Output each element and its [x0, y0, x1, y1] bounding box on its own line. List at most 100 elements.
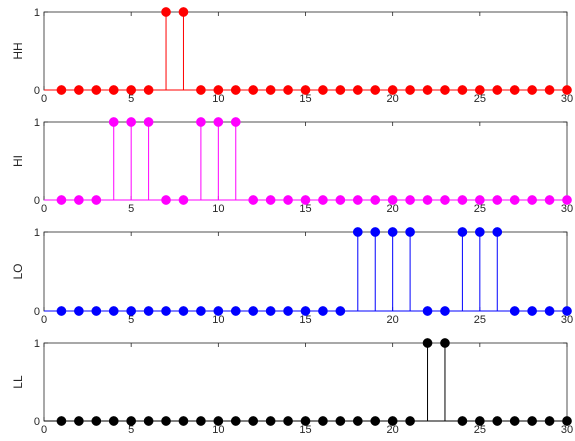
- marker-hi-2: [74, 195, 84, 205]
- marker-hh-27: [509, 85, 520, 95]
- marker-hi-15: [300, 195, 311, 205]
- marker-ll-2: [74, 416, 84, 426]
- axes-box-hi: [43, 121, 568, 201]
- marker-hi-10: [213, 117, 224, 127]
- marker-hh-7: [161, 7, 171, 17]
- marker-hi-14: [283, 195, 293, 205]
- marker-lo-9: [196, 306, 206, 316]
- subplot-ll: 0 5 10 15 20 25 30 0 1 LL: [11, 338, 573, 436]
- x-tick-label-lo-5: 25: [474, 314, 486, 326]
- x-tick-label-ll-5: 25: [474, 424, 486, 436]
- marker-hh-13: [265, 85, 276, 95]
- y-tick-label-hh-1: 1: [34, 7, 40, 19]
- marker-hi-26: [492, 195, 503, 205]
- x-tick-label-hi-2: 10: [212, 203, 224, 215]
- marker-lo-22: [422, 306, 433, 316]
- x-tick-label-hi-0: 0: [41, 203, 47, 215]
- marker-hh-11: [230, 85, 241, 95]
- marker-hi-13: [265, 195, 276, 205]
- marker-hh-10: [213, 85, 224, 95]
- subplot-hi: 0 5 10 15 20 25 30 0 1 HI: [11, 117, 573, 215]
- marker-ll-30: [562, 416, 572, 426]
- marker-lo-4: [108, 306, 119, 316]
- marker-ll-13: [265, 416, 276, 426]
- marker-lo-2: [74, 306, 84, 316]
- x-tick-label-lo-4: 20: [387, 314, 399, 326]
- marker-hh-12: [248, 85, 259, 95]
- marker-ll-6: [143, 416, 154, 426]
- marker-ll-24: [457, 416, 468, 426]
- marker-ll-14: [283, 416, 293, 426]
- marker-ll-1: [56, 416, 67, 426]
- axes-box-lo: [43, 231, 568, 312]
- marker-lo-7: [161, 306, 171, 316]
- marker-ll-25: [474, 416, 485, 426]
- marker-ll-26: [492, 416, 503, 426]
- x-tick-label-ll-6: 30: [561, 424, 573, 436]
- marker-ll-5: [126, 416, 137, 426]
- marker-hi-17: [335, 195, 346, 205]
- marker-hh-30: [562, 85, 572, 95]
- marker-hi-23: [440, 195, 450, 205]
- y-axis-label-hi: HI: [11, 155, 25, 167]
- x-tick-label-ll-0: 0: [41, 424, 47, 436]
- marker-lo-17: [335, 306, 346, 316]
- x-tick-label-hh-2: 10: [212, 93, 224, 105]
- marker-hi-11: [230, 117, 241, 127]
- marker-ll-22: [422, 338, 433, 348]
- marker-hh-9: [196, 85, 206, 95]
- x-tick-label-hh-6: 30: [561, 93, 573, 105]
- marker-hh-25: [474, 85, 485, 95]
- marker-lo-23: [440, 306, 450, 316]
- x-tick-label-lo-1: 5: [128, 314, 134, 326]
- marker-hh-14: [283, 85, 293, 95]
- marker-ll-7: [161, 416, 171, 426]
- axes-box-ll: [43, 342, 568, 422]
- marker-hi-25: [474, 195, 485, 205]
- marker-ll-23: [440, 338, 450, 348]
- x-tick-label-hh-0: 0: [41, 93, 47, 105]
- marker-hi-30: [562, 195, 572, 205]
- marker-ll-11: [230, 416, 241, 426]
- marker-hh-2: [74, 85, 84, 95]
- marker-ll-28: [527, 416, 537, 426]
- x-tick-label-ll-3: 15: [299, 424, 311, 436]
- marker-lo-11: [230, 306, 241, 316]
- marker-lo-10: [213, 306, 224, 316]
- y-axis-label-hh: HH: [11, 42, 25, 59]
- marker-hh-20: [387, 85, 398, 95]
- marker-lo-5: [126, 306, 137, 316]
- marker-hi-24: [457, 195, 468, 205]
- x-tick-label-ll-2: 10: [212, 424, 224, 436]
- marker-hh-21: [405, 85, 415, 95]
- marker-ll-29: [544, 416, 555, 426]
- marker-hh-15: [300, 85, 311, 95]
- marker-lo-14: [283, 306, 293, 316]
- y-tick-label-hh-0: 0: [34, 85, 40, 97]
- x-tick-label-hh-4: 20: [387, 93, 399, 105]
- x-tick-label-hh-5: 25: [474, 93, 486, 105]
- marker-ll-12: [248, 416, 259, 426]
- subplot-lo: 0 5 10 15 20 25 30 0 1 LO: [11, 227, 573, 326]
- marker-hi-28: [527, 195, 537, 205]
- marker-hi-4: [108, 117, 119, 127]
- y-tick-label-lo-0: 0: [34, 306, 40, 318]
- marker-hh-24: [457, 85, 468, 95]
- x-tick-label-hi-5: 25: [474, 203, 486, 215]
- marker-hh-19: [370, 85, 381, 95]
- x-tick-label-hi-1: 5: [128, 203, 134, 215]
- marker-ll-16: [318, 416, 328, 426]
- marker-lo-25: [474, 227, 485, 237]
- marker-hi-5: [126, 117, 137, 127]
- marker-hh-17: [335, 85, 346, 95]
- marker-lo-24: [457, 227, 468, 237]
- marker-hh-23: [440, 85, 450, 95]
- y-tick-label-ll-0: 0: [34, 416, 40, 428]
- marker-hi-27: [509, 195, 520, 205]
- marker-hh-6: [143, 85, 154, 95]
- marker-hi-16: [318, 195, 328, 205]
- marker-ll-4: [108, 416, 119, 426]
- x-tick-label-hi-4: 20: [387, 203, 399, 215]
- y-tick-label-hi-0: 0: [34, 195, 40, 207]
